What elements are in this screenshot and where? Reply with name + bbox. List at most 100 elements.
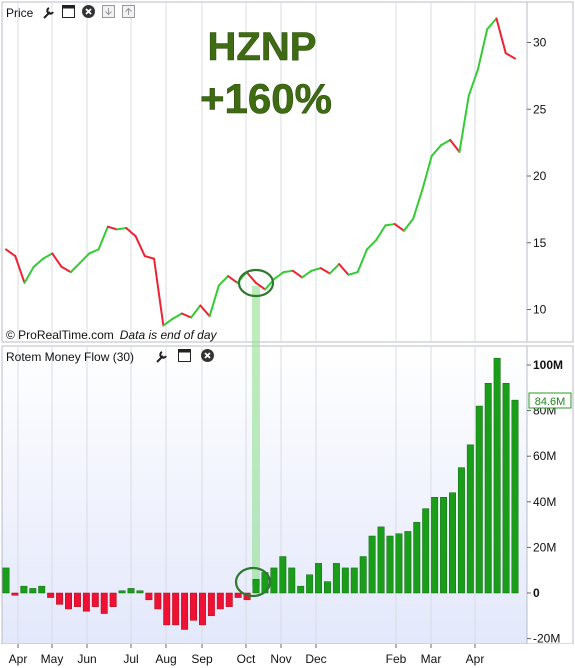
price-segment bbox=[79, 252, 91, 264]
money-flow-bar bbox=[190, 592, 197, 621]
move-down-icon[interactable] bbox=[102, 5, 115, 18]
money-flow-bar bbox=[413, 522, 421, 594]
price-segment bbox=[88, 248, 100, 255]
money-flow-bar bbox=[172, 592, 180, 626]
flow-tick-label: 100M bbox=[533, 358, 563, 372]
price-segment bbox=[171, 312, 183, 320]
annotation-symbol: HZNP bbox=[208, 25, 317, 69]
money-flow-bar bbox=[11, 592, 19, 596]
price-segment bbox=[467, 68, 479, 97]
flow-tick-label: 60M bbox=[533, 449, 556, 463]
price-tick-label: 20 bbox=[533, 169, 547, 183]
money-flow-bar bbox=[315, 563, 323, 594]
money-flow-bar bbox=[511, 399, 519, 594]
price-segment bbox=[282, 269, 294, 274]
price-segment bbox=[393, 223, 405, 232]
price-segment bbox=[125, 227, 137, 238]
money-flow-bar bbox=[109, 592, 117, 607]
money-flow-bar bbox=[484, 382, 492, 594]
money-flow-bar bbox=[145, 592, 153, 601]
annotation-change: +160% bbox=[200, 75, 332, 122]
money-flow-bar bbox=[502, 382, 510, 594]
price-segment bbox=[449, 138, 461, 153]
price-segment bbox=[153, 257, 165, 327]
price-segment bbox=[356, 248, 368, 274]
window-icon[interactable] bbox=[62, 5, 75, 18]
price-segment bbox=[245, 271, 257, 284]
money-flow-bar bbox=[181, 592, 189, 630]
money-flow-bar bbox=[198, 592, 206, 626]
copyright-text: © ProRealTime.com bbox=[6, 328, 114, 342]
price-segment bbox=[5, 248, 17, 258]
money-flow-bar bbox=[65, 592, 72, 610]
flow-tick-label: -20M bbox=[533, 632, 560, 646]
money-flow-bar bbox=[359, 556, 367, 594]
price-segment bbox=[365, 239, 378, 251]
money-flow-bar bbox=[252, 579, 260, 594]
money-flow-bar bbox=[154, 592, 162, 610]
money-flow-bar bbox=[377, 526, 385, 594]
price-tick-label: 15 bbox=[533, 236, 547, 250]
money-flow-bar bbox=[29, 588, 37, 594]
x-tick-label: Nov bbox=[270, 652, 291, 666]
price-segment bbox=[106, 225, 119, 231]
flow-tick-label: 20M bbox=[533, 540, 556, 554]
price-segment bbox=[116, 227, 128, 231]
flow-tick-label: 0 bbox=[533, 586, 540, 600]
money-flow-bar bbox=[56, 592, 64, 605]
price-panel-title: Price bbox=[6, 6, 34, 20]
price-segment bbox=[273, 271, 285, 280]
price-segment bbox=[328, 263, 341, 275]
money-flow-bar bbox=[368, 535, 376, 594]
wrench-icon[interactable] bbox=[156, 351, 167, 363]
price-segment bbox=[14, 255, 26, 284]
price-segment bbox=[301, 269, 313, 279]
highlight-band bbox=[252, 286, 260, 586]
x-tick-label: Jun bbox=[77, 652, 96, 666]
money-flow-bar bbox=[216, 592, 224, 610]
price-segment bbox=[190, 304, 202, 319]
money-flow-bar bbox=[306, 574, 314, 594]
money-flow-bar bbox=[47, 592, 55, 598]
price-segment bbox=[32, 257, 45, 268]
x-tick-label: Aug bbox=[155, 652, 176, 666]
price-tick-label: 10 bbox=[533, 303, 547, 317]
price-segment bbox=[143, 255, 156, 260]
money-flow-bar bbox=[279, 556, 287, 594]
price-segment bbox=[162, 317, 174, 327]
x-axis-area bbox=[2, 644, 573, 666]
price-segment bbox=[347, 271, 359, 276]
price-segment bbox=[199, 304, 211, 318]
price-axis-area bbox=[526, 1, 574, 343]
x-tick-label: Jul bbox=[123, 652, 138, 666]
money-flow-bar bbox=[341, 567, 349, 594]
money-flow-bar bbox=[127, 588, 135, 594]
price-segment bbox=[421, 154, 433, 191]
price-segment bbox=[338, 263, 350, 276]
last-value-box bbox=[528, 392, 572, 409]
price-tick-label: 25 bbox=[533, 102, 547, 116]
move-up-icon[interactable] bbox=[122, 5, 135, 18]
flow-highlight-circle bbox=[234, 566, 272, 598]
window-icon[interactable] bbox=[178, 349, 191, 362]
price-series bbox=[5, 17, 516, 327]
price-segment bbox=[217, 275, 230, 287]
money-flow-bar bbox=[38, 585, 46, 594]
close-icon[interactable] bbox=[201, 349, 214, 362]
wrench-icon[interactable] bbox=[43, 7, 54, 19]
money-flow-bar bbox=[100, 592, 108, 614]
price-segment bbox=[439, 138, 452, 147]
price-segment bbox=[486, 17, 498, 31]
money-flow-bar bbox=[332, 563, 340, 594]
money-flow-bar bbox=[493, 357, 501, 594]
x-tick-label: Sep bbox=[191, 652, 213, 666]
money-flow-bar bbox=[449, 492, 456, 594]
money-flow-bar bbox=[350, 567, 358, 594]
price-segment bbox=[227, 275, 239, 284]
close-icon[interactable] bbox=[82, 5, 95, 18]
price-segment bbox=[291, 269, 304, 279]
price-segment bbox=[412, 188, 424, 220]
price-segment bbox=[458, 94, 470, 153]
money-flow-bar bbox=[234, 592, 242, 598]
price-tick-label: 30 bbox=[533, 36, 547, 50]
